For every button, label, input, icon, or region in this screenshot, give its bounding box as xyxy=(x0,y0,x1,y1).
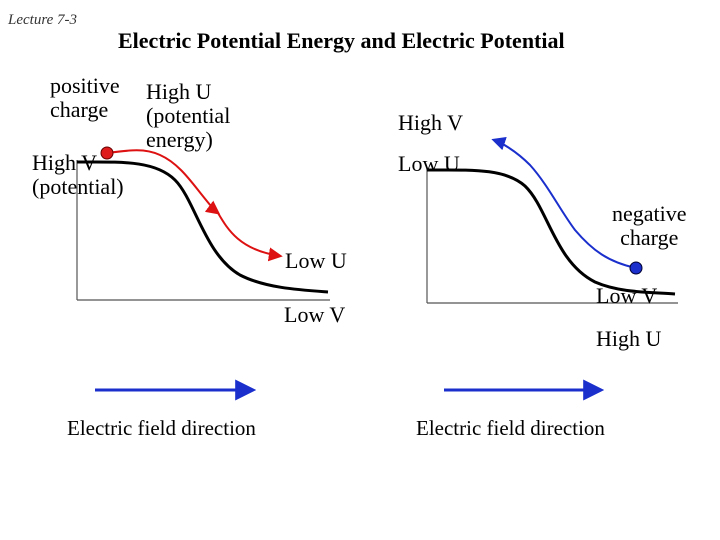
high-u-line3: energy) xyxy=(146,127,213,152)
lecture-label: Lecture 7-3 xyxy=(8,12,78,28)
right-high-v-label: High V xyxy=(398,110,463,135)
right-high-u-label: High U xyxy=(596,326,662,351)
high-u-line1: High U xyxy=(146,79,212,104)
left-field-label: Electric field direction xyxy=(67,416,256,440)
negative-charge-label: negative charge xyxy=(612,202,687,250)
positive-label-line1: positive xyxy=(50,73,120,98)
positive-label-line2: charge xyxy=(50,97,109,122)
left-low-v-label: Low V xyxy=(284,302,346,327)
negative-label-line2: charge xyxy=(620,225,679,250)
right-low-u-label: Low U xyxy=(398,151,460,176)
positive-charge-path xyxy=(107,149,221,215)
left-high-v-label: High V (potential) xyxy=(32,151,124,199)
right-field-label: Electric field direction xyxy=(416,416,605,440)
negative-charge-dot xyxy=(629,261,643,275)
right-potential-curve xyxy=(426,168,676,296)
high-v-line2: (potential) xyxy=(32,174,124,199)
slide-title: Electric Potential Energy and Electric P… xyxy=(118,28,565,53)
left-low-u-label: Low U xyxy=(285,248,347,273)
negative-label-line1: negative xyxy=(612,201,687,226)
positive-charge-label: positive charge xyxy=(50,74,120,122)
left-potential-curve xyxy=(76,160,329,294)
right-low-v-label: Low V xyxy=(596,283,658,308)
left-high-u-label: High U (potential energy) xyxy=(146,80,230,152)
high-u-line2: (potential xyxy=(146,103,231,128)
negative-charge-path xyxy=(491,136,637,269)
high-v-line1: High V xyxy=(32,150,97,175)
positive-charge-path-lower xyxy=(217,212,283,262)
positive-charge-dot xyxy=(100,146,114,160)
